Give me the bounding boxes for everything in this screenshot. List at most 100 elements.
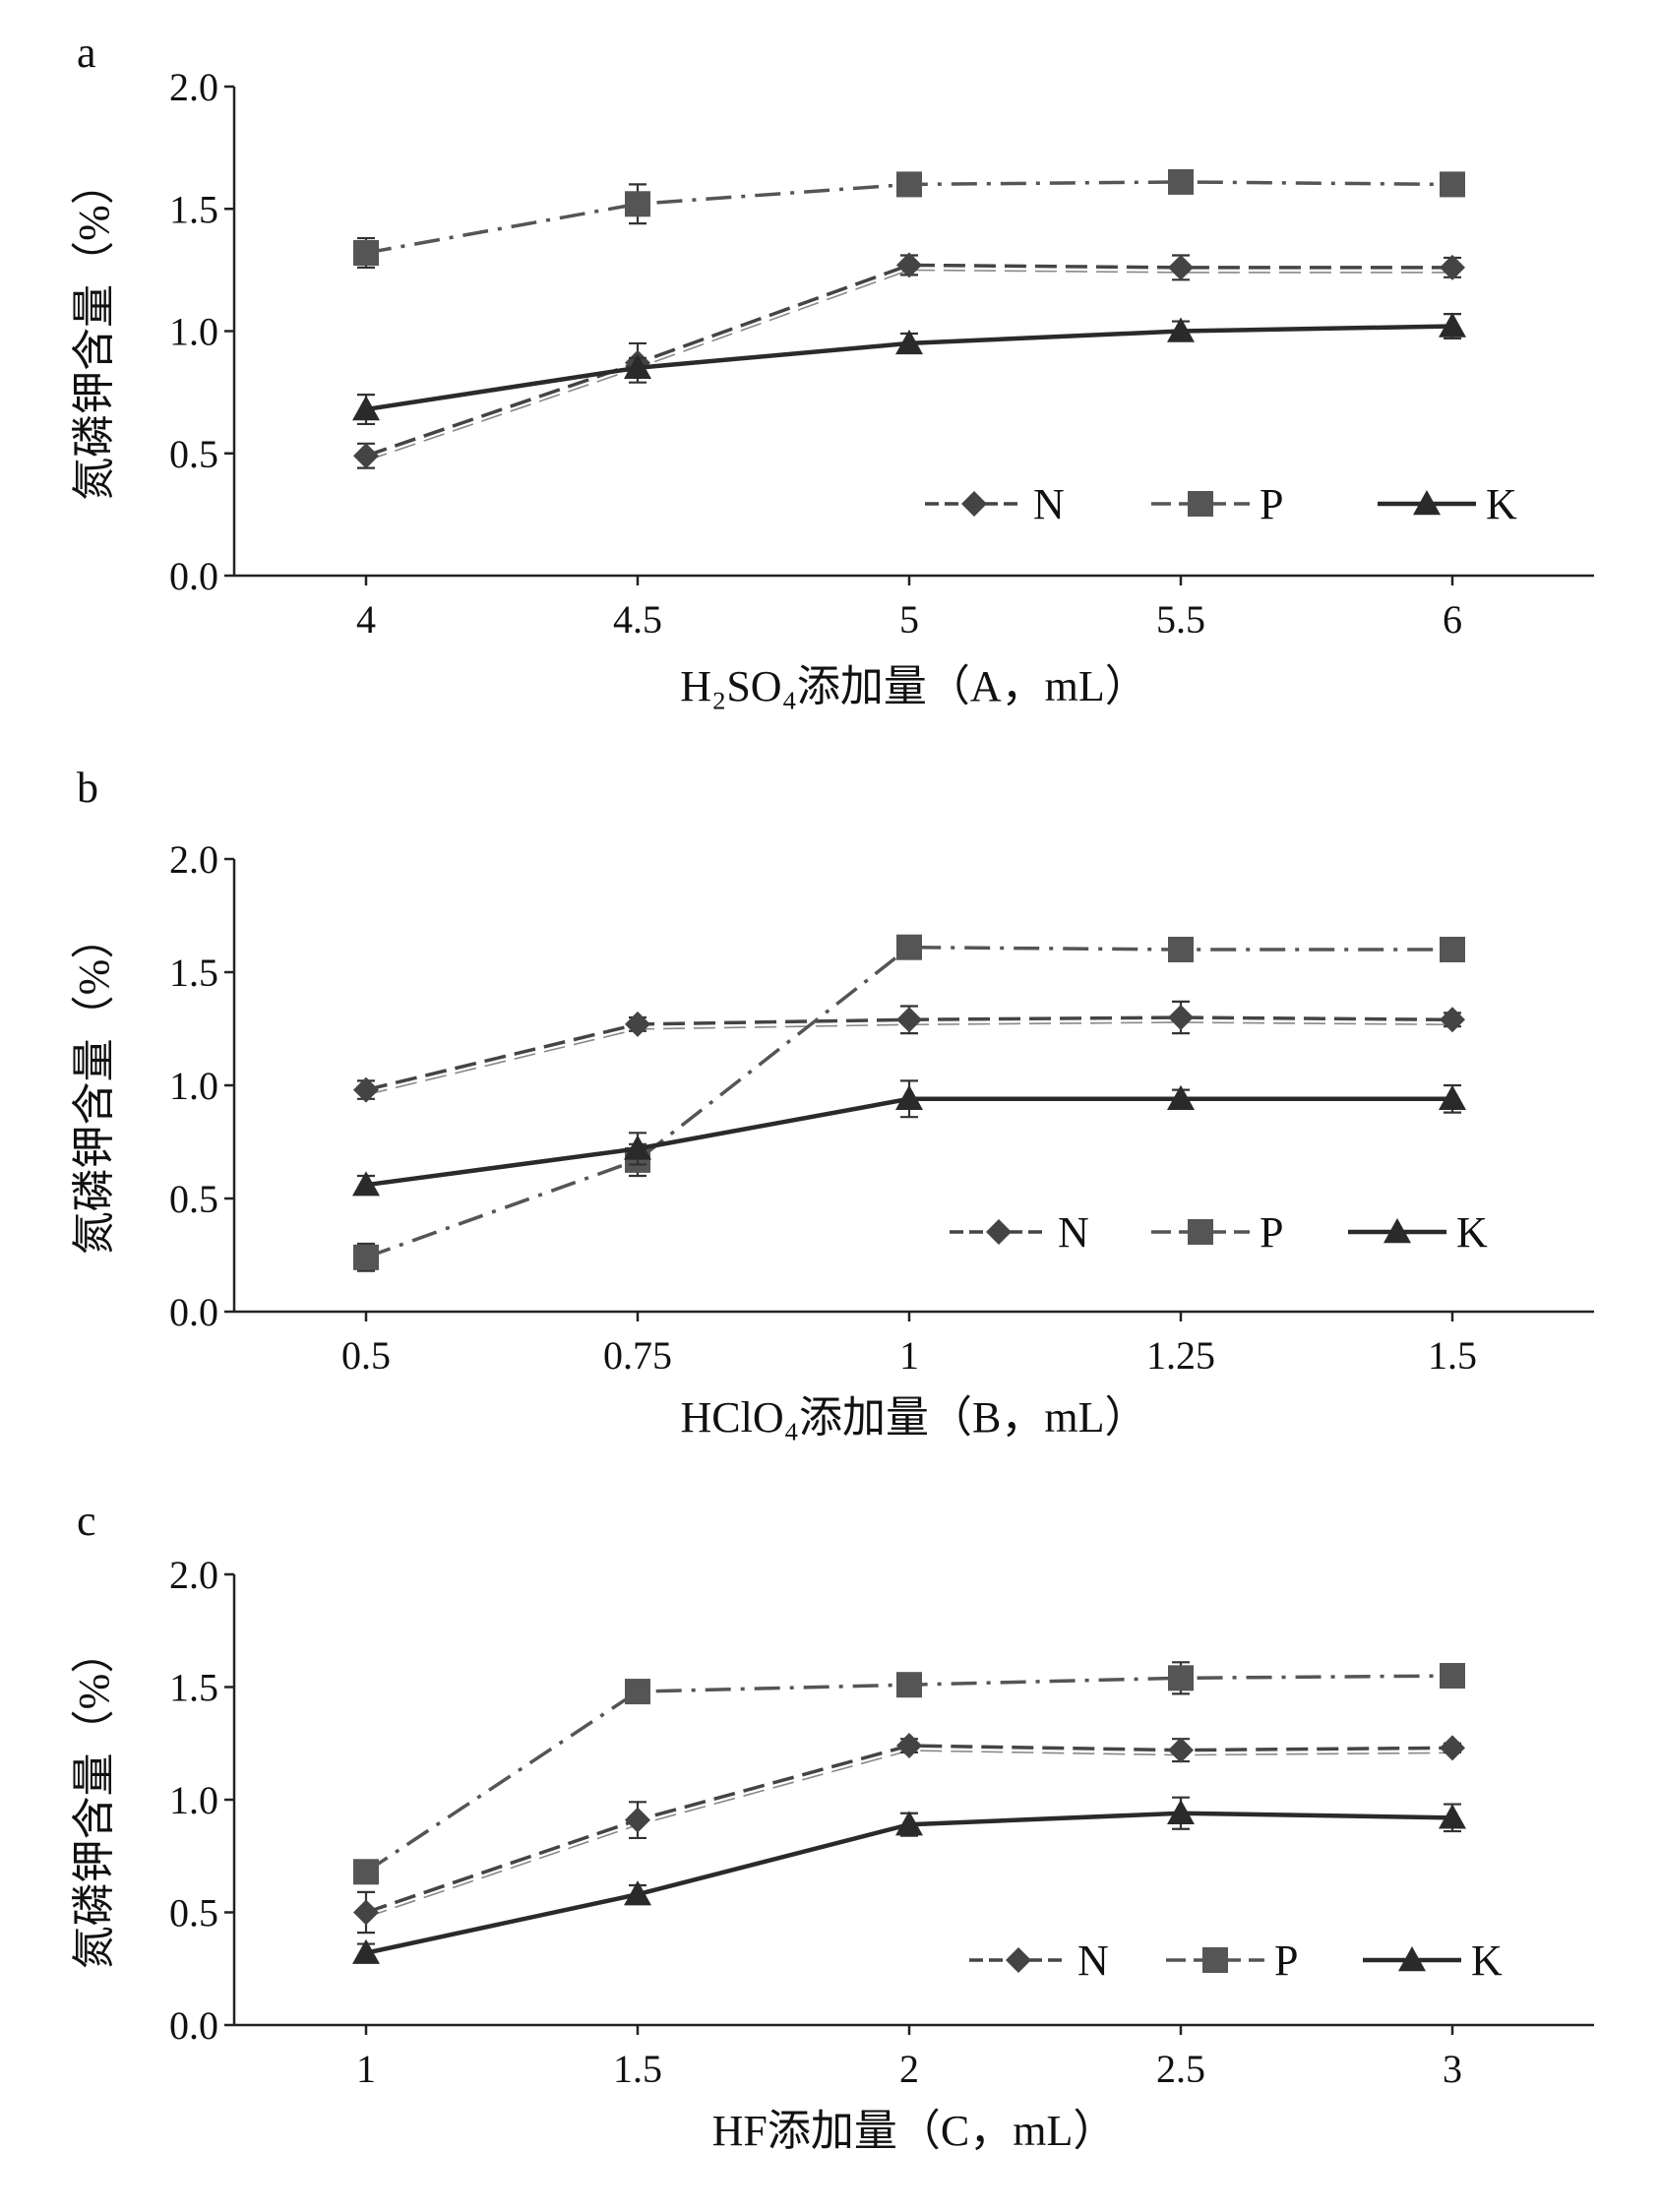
data-point [353,1899,379,1926]
data-point [353,443,379,469]
x-tick-label: 0.5 [341,1333,391,1378]
data-point [1167,1084,1195,1110]
data-point [352,1938,380,1964]
series-line-shadow-N [365,269,1452,461]
data-point [1439,312,1466,338]
data-point [1167,1799,1195,1824]
legend-label: K [1456,1208,1488,1257]
x-tick-label: 1.5 [1428,1333,1477,1378]
legend-entry-P: P [1166,1936,1298,1985]
data-point [1168,1737,1194,1763]
data-point [1168,168,1194,195]
legend-marker [1202,1947,1228,1973]
legend-label: N [1033,480,1065,528]
data-point [1167,317,1195,342]
x-tick-label: 4 [356,597,376,642]
legend-entry-N: N [969,1936,1109,1985]
series-line-P [365,1674,1453,1874]
y-tick-label: 0.0 [169,2003,218,2048]
data-point [896,171,922,198]
data-point [624,1135,651,1160]
series-K [352,1079,1466,1197]
x-tick-label: 2.5 [1156,2047,1205,2091]
data-point [353,1859,379,1885]
legend-label: P [1260,1208,1283,1257]
data-point [352,396,380,421]
legend-label: P [1274,1936,1298,1985]
series-N [353,252,1465,469]
legend-label: N [1058,1208,1089,1257]
y-tick-label: 0.5 [169,1891,218,1936]
data-point [896,934,922,960]
legend-marker [1383,1218,1411,1244]
legend-marker [986,1219,1012,1245]
data-point [1440,937,1465,962]
series-line-P [365,945,1452,1260]
panel-a: a 0.0 0.5 1.0 1.5 2.0 4 4.5 5 5.5 6 H₂SO₄添加量（A，mL） 氮… [70,29,1594,710]
data-point [353,1244,379,1270]
x-tick-label: 6 [1443,597,1462,642]
data-point [895,329,923,355]
data-point [1440,1663,1465,1690]
y-tick-label: 2.0 [169,65,218,109]
data-point [1439,1084,1466,1110]
series-P [353,1661,1465,1885]
legend-marker [1188,491,1213,517]
legend-label: K [1486,480,1517,528]
y-tick-label: 0.5 [169,1177,218,1221]
series-P [353,168,1465,269]
legend-label: N [1077,1936,1109,1985]
legend-entry-P: P [1151,1208,1283,1257]
y-tick-label: 0.5 [169,432,218,476]
legend-label: P [1260,480,1283,528]
data-point [1168,937,1194,962]
y-tick-label: 1.0 [169,310,218,354]
data-point [1168,254,1194,280]
legend-marker [1006,1947,1031,1973]
data-point [896,1733,922,1759]
legend-label: K [1471,1936,1503,1985]
y-axis-title: 氮磷钾含量（%） [70,1630,118,1970]
data-point [896,252,922,278]
y-tick-label: 2.0 [169,1553,218,1597]
data-point [624,353,651,379]
data-point [896,1672,922,1698]
series-N [353,1733,1465,1935]
legend-marker [1398,1946,1426,1972]
y-tick-label: 2.0 [169,837,218,882]
data-point [1440,171,1465,198]
x-tick-label: 5.5 [1156,597,1205,642]
legend-marker [1413,490,1441,516]
legend-entry-P: P [1151,480,1283,528]
data-point [625,191,650,217]
x-tick-label: 1.5 [613,2047,662,2091]
legend-entry-K: K [1348,1208,1488,1257]
x-tick-label: 1 [899,1333,919,1378]
y-tick-label: 1.0 [169,1064,218,1108]
data-point [625,1679,650,1705]
x-tick-label: 5 [899,597,919,642]
y-tick-label: 1.5 [169,187,218,231]
y-tick-label: 1.5 [169,1666,218,1710]
x-axis-title: H₂SO₄添加量（A，mL） [680,662,1148,710]
legend-entry-K: K [1363,1936,1503,1985]
x-tick-label: 0.75 [603,1333,672,1378]
x-tick-label: 1 [356,2047,376,2091]
data-point [1439,1804,1466,1829]
data-point [352,1171,380,1197]
data-point [1440,254,1465,280]
data-point [895,1084,923,1110]
data-point [896,1007,922,1033]
panel-c: c 0.0 0.5 1.0 1.5 2.0 1 1.5 2 2.5 3 HF添加量（C，mL） 氮磷钾含… [70,1497,1594,2155]
series-K [352,1796,1466,1964]
x-axis-title: HF添加量（C，mL） [712,2107,1117,2155]
legend-entry-K: K [1378,480,1517,528]
data-point [625,1011,650,1037]
x-tick-label: 4.5 [613,597,662,642]
data-point [625,1807,650,1833]
data-point [895,1811,923,1836]
y-tick-label: 1.0 [169,1778,218,1822]
legend-entry-N: N [925,480,1065,528]
series-K [352,312,1466,426]
series-line-N [365,263,1452,458]
